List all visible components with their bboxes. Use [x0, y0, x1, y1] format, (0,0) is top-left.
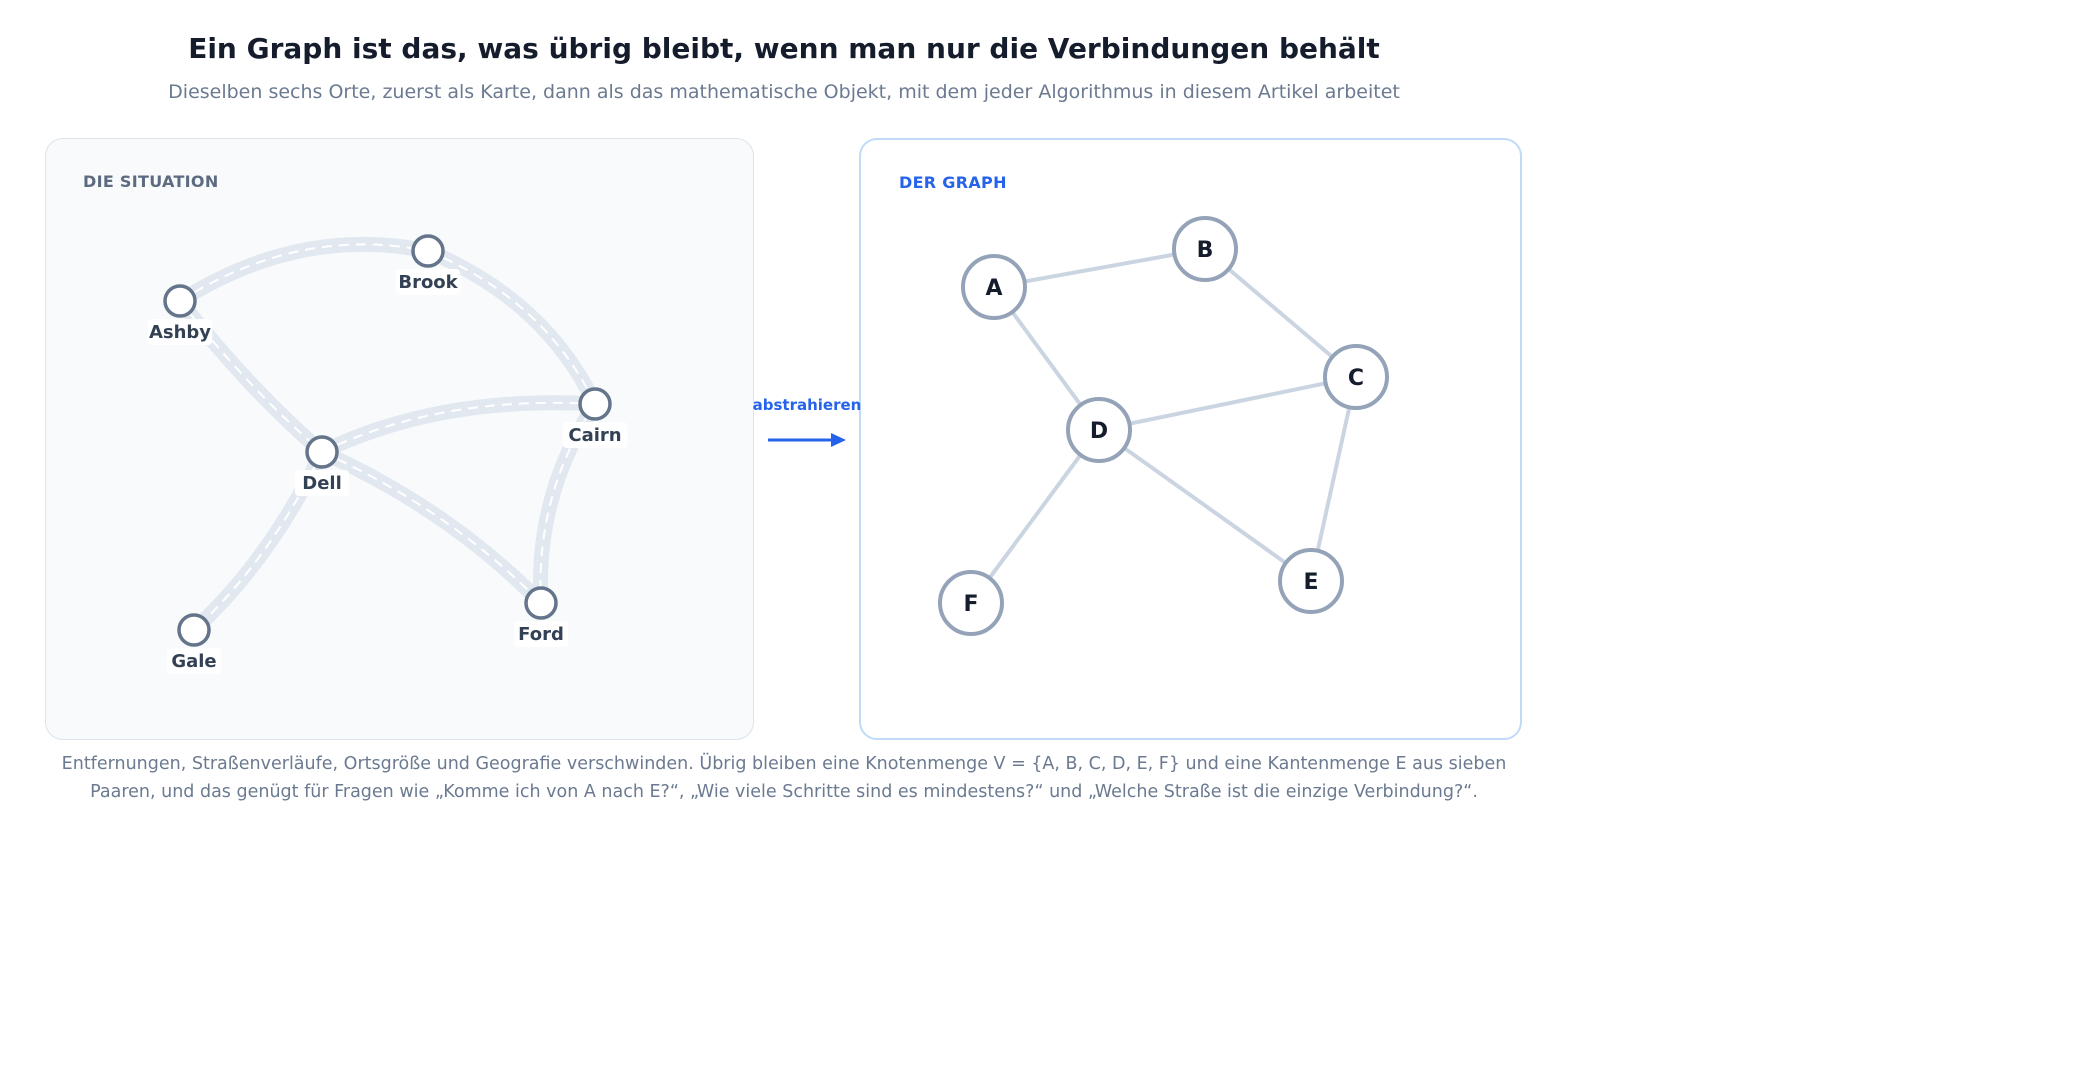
graph-nodes-layer: A B C D E F [938, 216, 1389, 636]
node-label: C [1348, 366, 1364, 391]
node-label: D [1090, 419, 1108, 444]
place-label: Ashby [149, 322, 211, 343]
place-marker-icon [305, 435, 339, 469]
node-circle [1278, 548, 1344, 614]
node-label: A [985, 276, 1002, 301]
place-label: Dell [302, 473, 342, 494]
place-marker-icon [411, 234, 445, 268]
place-ashby: Ashby [147, 284, 213, 345]
node-circle [1172, 216, 1238, 282]
place-label: Cairn [568, 425, 621, 446]
abstraction-arrow [768, 433, 846, 447]
place-label-bg [395, 269, 461, 295]
roads-layer [172, 236, 603, 638]
road-centerline-dell-cairn [321, 401, 596, 453]
graph-edges-layer [969, 247, 1358, 605]
caption: Entfernungen, Straßenverläufe, Ortsgröße… [0, 750, 1568, 806]
place-ford: Ford [514, 586, 568, 647]
place-label-bg [147, 319, 213, 345]
edge-D-C [1097, 375, 1358, 432]
place-label: Brook [398, 272, 458, 293]
node-B: B [1172, 216, 1238, 282]
situation-panel-label: DIE SITUATION [83, 172, 219, 191]
place-label: Gale [171, 651, 216, 672]
edge-D-E [1097, 428, 1313, 583]
arrow-head-icon [831, 433, 846, 447]
node-C: C [1323, 344, 1389, 410]
road-centerline-dell-gale [193, 451, 323, 631]
page-subtitle: Dieselben sechs Orte, zuerst als Karte, … [168, 81, 1400, 103]
arrow-label: abstrahieren [752, 396, 862, 414]
edge-A-B [992, 247, 1207, 289]
edge-D-F [969, 428, 1101, 605]
place-cairn: Cairn [562, 387, 628, 448]
diagram-canvas: Ashby Brook Cairn Dell Ford Gale A B C D E F [147, 216, 1389, 674]
node-E: E [1278, 548, 1344, 614]
place-label: Ford [518, 624, 564, 645]
node-A: A [961, 254, 1027, 320]
place-label-bg [167, 648, 221, 674]
place-marker-icon [177, 613, 211, 647]
caption-line-1: Entfernungen, Straßenverläufe, Ortsgröße… [61, 754, 1507, 774]
node-label: E [1303, 570, 1318, 595]
node-F: F [938, 570, 1004, 636]
node-circle [1066, 397, 1132, 463]
places-layer: Ashby Brook Cairn Dell Ford Gale [147, 234, 628, 674]
node-label: B [1197, 238, 1214, 263]
place-label-bg [514, 621, 568, 647]
road-centerline-dell-ford [321, 451, 542, 604]
node-label: F [963, 592, 978, 617]
page-title: Ein Graph ist das, was übrig bleibt, wen… [188, 32, 1380, 65]
road-centerline-ashby-dell [179, 300, 323, 453]
place-dell: Dell [295, 435, 349, 496]
place-label-bg [562, 422, 628, 448]
place-gale: Gale [167, 613, 221, 674]
node-circle [1323, 344, 1389, 410]
situation-panel: DIE SITUATION [45, 138, 754, 740]
node-circle [938, 570, 1004, 636]
edge-C-E [1309, 375, 1358, 583]
road-brook-cairn [420, 243, 603, 412]
road-dell-ford [314, 444, 549, 611]
road-centerline-ashby-brook [179, 243, 429, 302]
node-circle [961, 254, 1027, 320]
place-marker-icon [163, 284, 197, 318]
caption-line-2: Paaren, und das genügt für Fragen wie „K… [90, 782, 1478, 802]
place-marker-icon [578, 387, 612, 421]
road-ashby-brook [172, 236, 436, 309]
node-D: D [1066, 397, 1132, 463]
place-brook: Brook [395, 234, 461, 295]
graph-panel-label: DER GRAPH [899, 173, 1007, 192]
place-label-bg [295, 470, 349, 496]
place-marker-icon [524, 586, 558, 620]
